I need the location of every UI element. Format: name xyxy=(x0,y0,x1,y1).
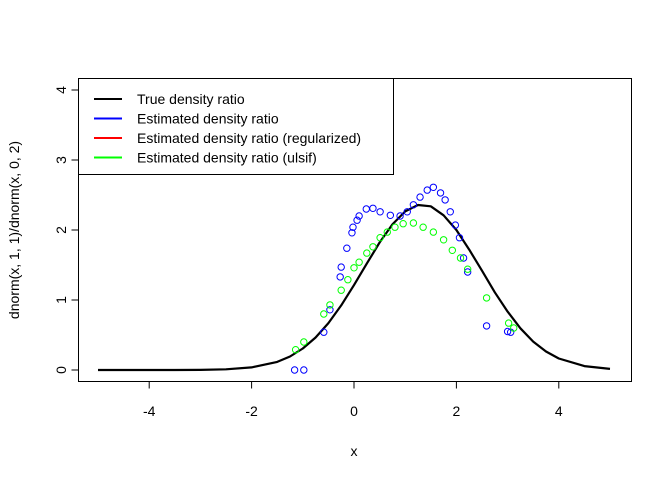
data-point-series-1 xyxy=(396,212,404,220)
data-point-series-1 xyxy=(320,328,328,336)
data-point-series-1 xyxy=(336,273,344,281)
data-point-series-1 xyxy=(416,193,424,201)
data-point-series-1 xyxy=(403,208,411,216)
data-point-series-1 xyxy=(355,212,363,220)
data-point-series-1 xyxy=(300,366,308,374)
data-point-series-2 xyxy=(504,319,513,327)
legend-label: Estimated density ratio (regularized) xyxy=(137,130,361,146)
data-point-series-2 xyxy=(419,223,427,231)
data-point-series-2 xyxy=(355,258,363,266)
data-point-series-1 xyxy=(441,196,449,204)
data-point-series-1 xyxy=(362,205,370,213)
data-point-series-1 xyxy=(423,186,431,194)
data-point-series-2 xyxy=(510,324,518,332)
data-point-series-1 xyxy=(451,221,460,229)
y-tick-label: 2 xyxy=(53,226,69,234)
legend-label: Estimated density ratio (ulsif) xyxy=(137,150,317,166)
data-point-series-1 xyxy=(386,211,395,220)
data-point-series-2 xyxy=(463,265,472,273)
y-tick-label: 4 xyxy=(53,86,69,94)
data-point-series-2 xyxy=(399,220,407,228)
true-density-ratio-line xyxy=(98,203,611,372)
legend-box xyxy=(78,78,394,175)
data-point-series-2 xyxy=(456,254,465,262)
data-point-series-2 xyxy=(326,301,334,309)
data-point-series-2 xyxy=(350,264,358,272)
data-point-series-1 xyxy=(409,201,418,209)
data-point-series-2 xyxy=(429,228,438,236)
y-axis-label: dnorm(x, 1, 1)/dnorm(x, 0, 2) xyxy=(6,141,22,319)
axes-layer: -4 -2 0 2 4 0 1 2 3 4 xyxy=(53,86,563,419)
data-point-series-2 xyxy=(337,286,345,294)
data-point-series-1 xyxy=(353,216,361,224)
legend: True density ratio Estimated density rati… xyxy=(78,78,394,175)
data-point-series-2 xyxy=(409,219,418,227)
data-point-series-2 xyxy=(320,310,328,318)
data-point-series-1 xyxy=(455,234,464,242)
data-point-series-1 xyxy=(503,327,512,336)
x-tick-label: -4 xyxy=(143,403,156,419)
x-tick-label: 0 xyxy=(350,403,358,419)
data-point-series-2 xyxy=(291,346,300,354)
data-point-series-2 xyxy=(300,338,308,346)
data-point-series-1 xyxy=(348,229,356,237)
legend-label: True density ratio xyxy=(137,91,245,107)
data-point-series-1 xyxy=(463,268,472,276)
data-point-series-2 xyxy=(482,294,491,302)
data-point-series-2 xyxy=(344,276,352,284)
data-point-series-1 xyxy=(343,244,351,252)
data-point-series-1 xyxy=(482,322,491,330)
x-tick-label: -2 xyxy=(245,403,258,419)
data-point-series-1 xyxy=(337,263,345,271)
data-point-series-2 xyxy=(369,243,377,251)
data-point-series-1 xyxy=(369,204,377,213)
data-point-series-1 xyxy=(429,183,438,192)
y-tick-label: 1 xyxy=(53,296,69,304)
data-point-series-2 xyxy=(448,246,457,255)
data-point-series-1 xyxy=(376,208,384,216)
data-point-series-1 xyxy=(436,189,445,197)
data-point-series-2 xyxy=(376,234,384,242)
y-tick-label: 0 xyxy=(53,366,69,374)
data-point-series-2 xyxy=(439,236,448,244)
y-tick-label: 3 xyxy=(53,156,69,164)
data-point-series-1 xyxy=(349,223,357,231)
data-point-series-1 xyxy=(290,366,299,374)
x-tick-label: 2 xyxy=(453,403,461,419)
data-point-series-1 xyxy=(446,208,454,216)
data-point-series-2 xyxy=(391,223,399,231)
plot-series-layer xyxy=(98,183,611,374)
x-axis-label: x xyxy=(351,443,358,459)
data-point-series-1 xyxy=(459,254,468,262)
data-point-series-2 xyxy=(383,228,391,236)
legend-label: Estimated density ratio xyxy=(137,111,279,127)
data-point-series-2 xyxy=(363,249,371,257)
x-tick-label: 4 xyxy=(555,403,563,419)
data-point-series-1 xyxy=(326,306,334,314)
